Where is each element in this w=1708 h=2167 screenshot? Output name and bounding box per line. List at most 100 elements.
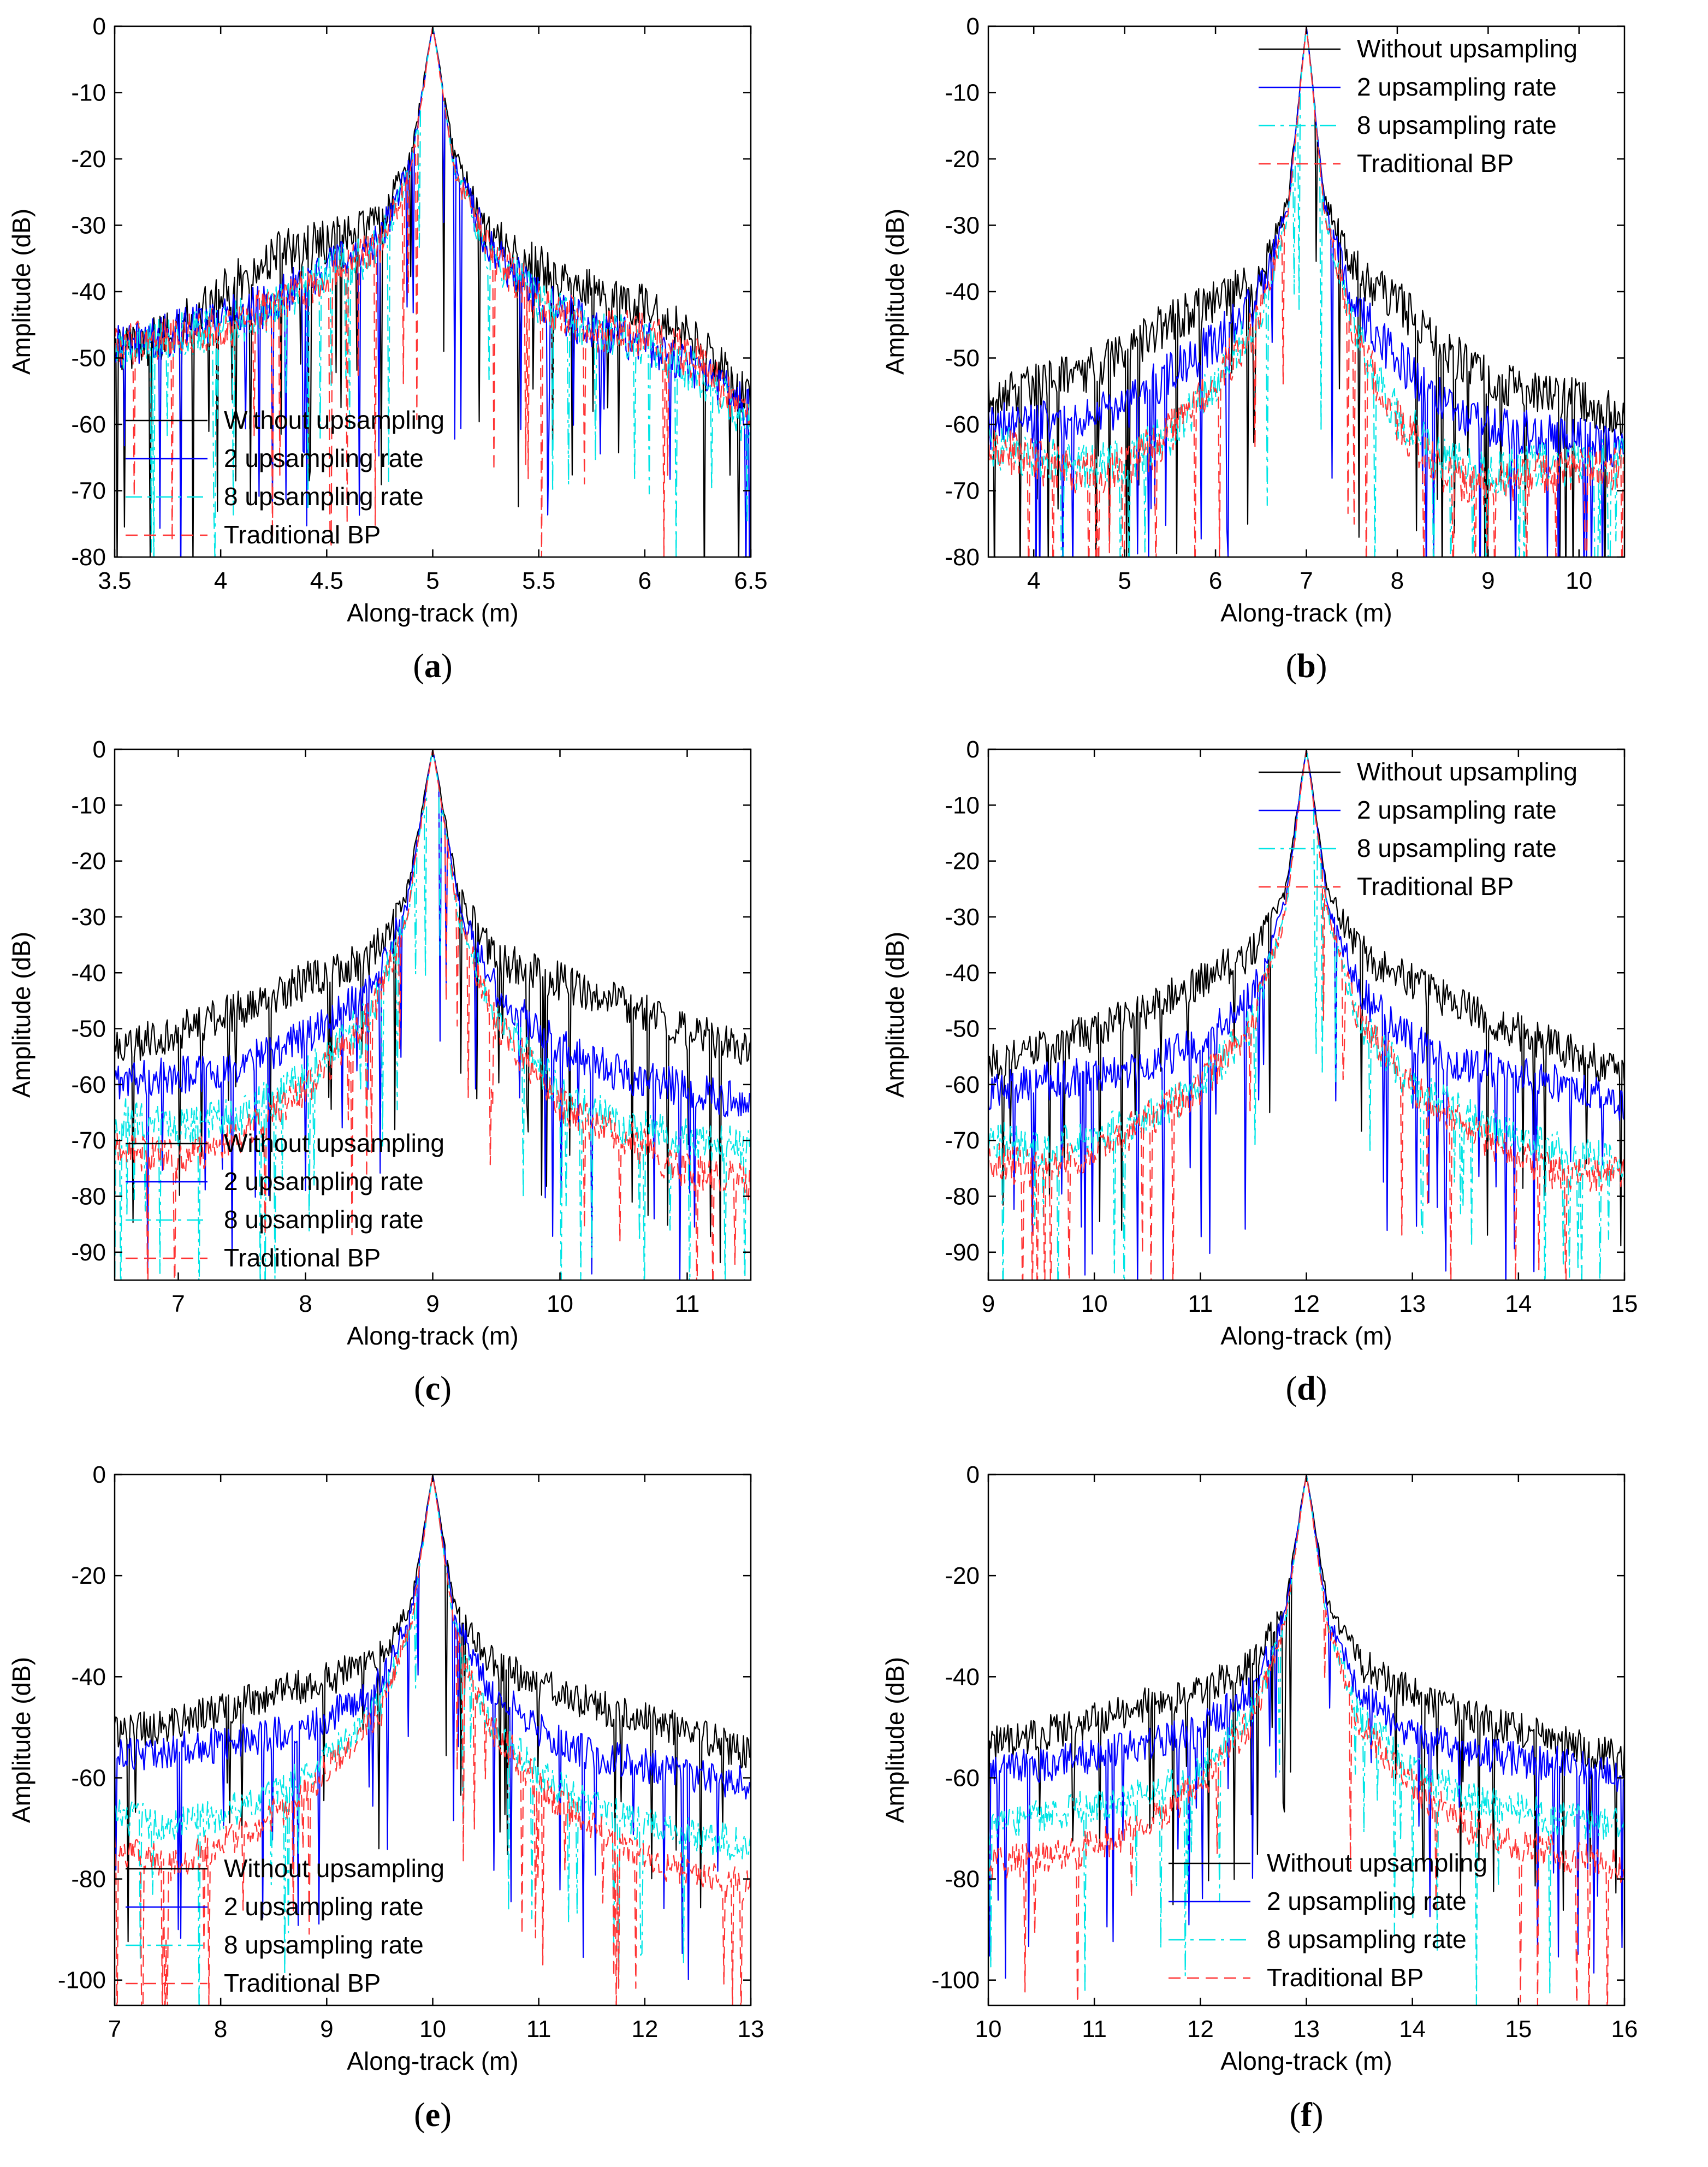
caption-letter: e [425, 2097, 441, 2134]
legend-label-3: 8 upsampling rate [1357, 834, 1557, 862]
x-tick-label: 9 [426, 1290, 439, 1317]
x-tick-label: 4 [214, 567, 227, 594]
x-tick-label: 10 [1081, 1290, 1108, 1317]
x-tick-label: 5 [426, 567, 439, 594]
x-tick-label: 10 [1565, 567, 1592, 594]
caption-letter: b [1297, 648, 1315, 685]
y-tick-label: -80 [945, 1866, 980, 1893]
x-tick-label: 8 [299, 1290, 312, 1317]
y-tick-label: 0 [93, 13, 106, 40]
y-tick-label: -10 [71, 80, 106, 106]
x-tick-label: 10 [419, 2016, 446, 2042]
caption-letter: d [1297, 1370, 1315, 1407]
y-tick-label: -50 [945, 345, 980, 372]
x-tick-label: 5 [1118, 567, 1131, 594]
series-line-2 [115, 749, 751, 1280]
x-tick-label: 9 [982, 1290, 995, 1317]
plot-frame [987, 748, 1626, 1281]
caption-paren-close: ) [440, 2097, 452, 2134]
panel-a: 3.5 4 4.5 5 5.5 6 6.5 0 -10 -20 -30 -40 -50 -60 -70 -80… [7, 13, 768, 685]
y-tick-label: -20 [71, 146, 106, 173]
y-tick-label: -60 [945, 1765, 980, 1791]
series-line-4 [115, 749, 751, 1280]
y-tick-label: -90 [945, 1239, 980, 1266]
y-tick-label: -50 [71, 1016, 106, 1043]
y-tick-label: -30 [945, 212, 980, 239]
legend-label-1: Without upsampling [224, 1854, 444, 1882]
x-tick-label: 7 [108, 2016, 121, 2042]
legend-label-4: Traditional BP [1357, 872, 1514, 901]
legend-label-3: 8 upsampling rate [224, 482, 424, 511]
x-tick-label: 6 [638, 567, 651, 594]
series-line-3 [115, 749, 751, 1280]
legend-label-2: 2 upsampling rate [1357, 73, 1557, 101]
caption-letter: c [425, 1370, 441, 1407]
x-tick-label: 4.5 [310, 567, 343, 594]
y-tick-label: -50 [945, 1016, 980, 1043]
plot-frame [987, 25, 1626, 558]
panel-b: 4 5 6 7 8 9 10 0 -10 -20 -30 -40 -50 -60 -70 -80 Along-t… [881, 13, 1626, 685]
y-tick-label: -40 [945, 279, 980, 305]
caption-paren-close: ) [440, 1370, 452, 1407]
series-line-1 [988, 1475, 1624, 1911]
y-axis-label: Amplitude (dB) [881, 209, 909, 375]
panel-c: 7 8 9 10 11 0 -10 -20 -30 -40 -50 -60 -70 -80 -90 Along… [7, 736, 752, 1407]
series-line-3 [115, 1475, 751, 2005]
x-tick-label: 11 [526, 2016, 551, 2042]
legend: Without upsampling 2 upsampling rate 8 ups… [1259, 34, 1577, 177]
x-tick-label: 12 [1187, 2016, 1214, 2042]
x-tick-label: 13 [1293, 2016, 1320, 2042]
x-axis-label: Along-track (m) [347, 1322, 518, 1350]
y-tick-label: -60 [71, 411, 106, 438]
x-tick-label: 9 [1481, 567, 1494, 594]
y-tick-label: -30 [945, 904, 980, 931]
plot-lines [988, 1475, 1624, 2005]
plot-lines [115, 749, 751, 1280]
legend-label-4: Traditional BP [224, 520, 381, 549]
legend-label-2: 2 upsampling rate [224, 444, 424, 472]
series-line-4 [988, 1475, 1624, 2005]
legend-label-2: 2 upsampling rate [224, 1892, 424, 1921]
y-axis-label: Amplitude (dB) [881, 932, 909, 1098]
x-tick-label: 8 [1391, 567, 1404, 594]
caption-paren-close: ) [1316, 1370, 1327, 1407]
x-tick-label: 15 [1611, 1290, 1638, 1317]
y-tick-label: -60 [945, 411, 980, 438]
series-line-1 [988, 749, 1624, 1247]
legend: Without upsampling 2 upsampling rate 8 ups… [1259, 757, 1577, 901]
caption-letter: f [1301, 2097, 1313, 2134]
plot-lines [988, 749, 1624, 1280]
legend-label-2: 2 upsampling rate [224, 1167, 424, 1195]
y-tick-label: -60 [71, 1071, 106, 1098]
y-tick-label: -80 [71, 1183, 106, 1210]
plot-lines [115, 1475, 751, 2005]
y-tick-label: -90 [71, 1239, 106, 1266]
caption-paren-open: ( [413, 648, 424, 685]
legend-label-1: Without upsampling [224, 406, 444, 434]
panel-d: 9 10 11 12 13 14 15 0 -10 -20 -30 -40 -50 -60 -70 -80 -9… [881, 736, 1638, 1407]
x-tick-label: 8 [214, 2016, 227, 2042]
x-axis-label: Along-track (m) [1220, 1322, 1392, 1350]
legend-label-2: 2 upsampling rate [1357, 796, 1557, 824]
y-tick-label: -40 [71, 960, 106, 986]
y-tick-label: -80 [71, 1866, 106, 1893]
y-tick-label: -70 [71, 478, 106, 505]
caption-letter: a [424, 648, 441, 685]
plot-lines [115, 26, 751, 557]
x-tick-label: 15 [1505, 2016, 1532, 2042]
x-tick-label: 13 [1399, 1290, 1426, 1317]
caption-paren-close: ) [1316, 648, 1327, 685]
legend-label-4: Traditional BP [1267, 1963, 1424, 1992]
y-tick-label: -80 [945, 1183, 980, 1210]
caption-paren-open: ( [1286, 648, 1297, 685]
series-line-2 [988, 26, 1624, 557]
x-tick-label: 3.5 [98, 567, 131, 594]
y-tick-label: -80 [71, 544, 106, 571]
series-line-1 [988, 26, 1624, 557]
y-tick-label: -20 [945, 848, 980, 875]
y-tick-label: -100 [58, 1967, 106, 1994]
legend-label-3: 8 upsampling rate [224, 1931, 424, 1959]
series-line-2 [115, 1475, 751, 1980]
caption-paren-close: ) [1312, 2097, 1324, 2134]
